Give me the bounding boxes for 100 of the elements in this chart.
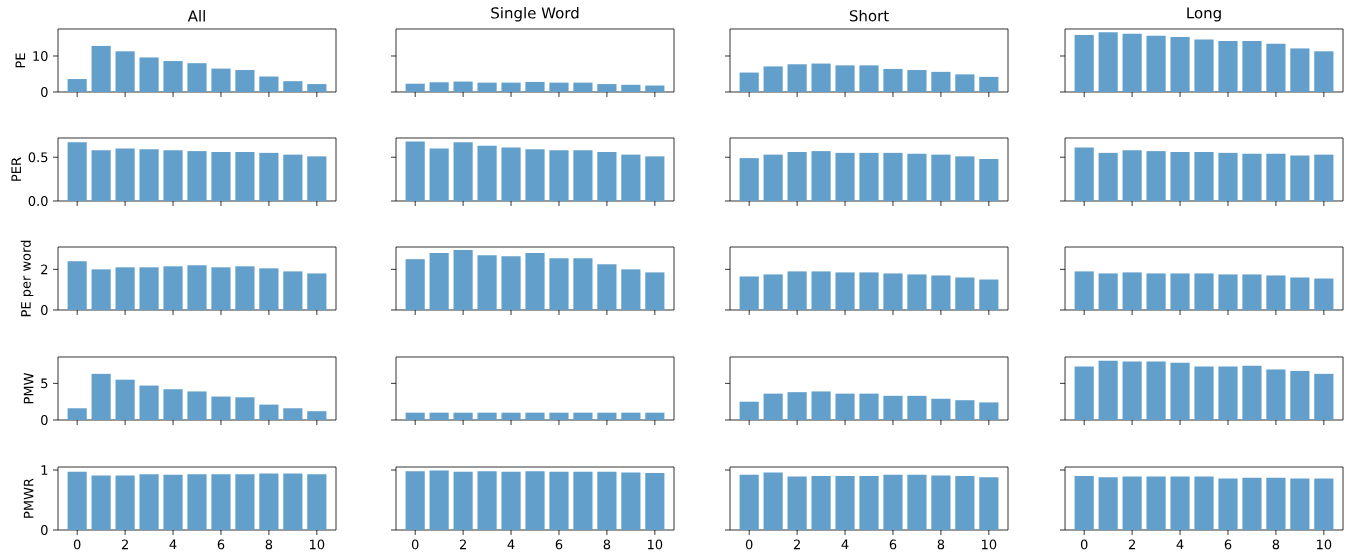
- bar: [1218, 40, 1238, 92]
- bar: [739, 158, 759, 201]
- bar: [211, 267, 231, 310]
- x-tick-label: 6: [217, 539, 225, 550]
- bar: [1290, 48, 1310, 92]
- bar: [1218, 152, 1238, 201]
- y-tick-label: 0: [41, 415, 48, 425]
- bar: [931, 154, 951, 201]
- chart-title: Short: [849, 9, 889, 22]
- bar: [811, 391, 831, 420]
- bar: [187, 151, 207, 201]
- bar: [955, 156, 975, 201]
- bar: [501, 256, 521, 310]
- bar: [979, 279, 999, 310]
- bar: [283, 81, 303, 92]
- x-tick-label: 6: [889, 539, 897, 550]
- bar: [307, 411, 327, 420]
- bar: [477, 145, 497, 201]
- bar: [931, 275, 951, 310]
- bar: [1218, 366, 1238, 420]
- bar: [811, 271, 831, 310]
- bar: [115, 379, 135, 420]
- bar: [859, 65, 879, 92]
- bar: [67, 261, 87, 310]
- bar: [787, 152, 807, 201]
- x-tick-label: 0: [1080, 539, 1088, 550]
- bar: [1290, 155, 1310, 201]
- bar: [1074, 147, 1094, 201]
- bar: [787, 392, 807, 420]
- bar: [1146, 35, 1166, 92]
- x-tick-label: 4: [1176, 539, 1184, 550]
- bar: [1098, 273, 1118, 310]
- x-tick-label: 8: [265, 539, 273, 550]
- bar: [1122, 33, 1142, 92]
- bar: [1314, 51, 1334, 92]
- bar: [739, 72, 759, 92]
- bar: [187, 265, 207, 310]
- bar: [235, 266, 255, 310]
- bar: [283, 408, 303, 420]
- bar: [139, 385, 159, 420]
- bar: [859, 272, 879, 310]
- y-axis-title: PMW: [23, 372, 34, 404]
- bar: [1194, 366, 1214, 420]
- bar: [739, 401, 759, 420]
- bar: [621, 269, 641, 310]
- x-tick-label: 10: [1316, 539, 1332, 550]
- y-tick-label: 0: [41, 525, 48, 535]
- bar: [1146, 273, 1166, 310]
- x-tick-label: 6: [1224, 539, 1232, 550]
- bar: [1242, 365, 1262, 420]
- x-tick-label: 10: [647, 539, 663, 550]
- x-tick-label: 8: [603, 539, 611, 550]
- x-tick-label: 10: [981, 539, 997, 550]
- bar: [1122, 361, 1142, 420]
- bar: [259, 268, 279, 310]
- bar: [259, 404, 279, 420]
- bar: [1242, 153, 1262, 201]
- bar: [67, 142, 87, 201]
- bar: [429, 253, 449, 310]
- y-tick-label: 0.0: [28, 196, 48, 206]
- bar: [429, 148, 449, 201]
- x-tick-label: 10: [309, 539, 325, 550]
- x-tick-label: 4: [507, 539, 515, 550]
- bar: [883, 273, 903, 310]
- bar: [907, 274, 927, 310]
- y-axis-title: PE: [15, 53, 26, 68]
- bar: [931, 71, 951, 92]
- bar: [525, 253, 545, 310]
- bar: [163, 61, 183, 92]
- bar: [573, 258, 593, 310]
- y-axis-title: PMWR: [23, 478, 34, 518]
- bar: [115, 148, 135, 201]
- bar: [1170, 36, 1190, 92]
- bar: [259, 76, 279, 92]
- bar: [235, 70, 255, 92]
- bar: [1266, 369, 1286, 420]
- bar: [163, 150, 183, 201]
- bar: [187, 391, 207, 420]
- bar: [835, 272, 855, 310]
- bar: [501, 147, 521, 201]
- bar: [883, 68, 903, 92]
- bar: [955, 400, 975, 420]
- bar: [763, 393, 783, 420]
- bar: [1290, 370, 1310, 420]
- bar: [1194, 273, 1214, 310]
- bar: [835, 152, 855, 201]
- bar: [453, 142, 473, 201]
- bar: [1146, 361, 1166, 420]
- x-tick-label: 2: [459, 539, 466, 550]
- bar: [1266, 153, 1286, 201]
- bar: [1266, 275, 1286, 310]
- bar: [405, 259, 425, 310]
- bar: [597, 264, 617, 310]
- bar: [163, 389, 183, 420]
- bar: [283, 154, 303, 201]
- bar: [1314, 373, 1334, 420]
- bar: [907, 153, 927, 201]
- bar: [787, 271, 807, 310]
- bar: [835, 393, 855, 420]
- bar: [1314, 278, 1334, 310]
